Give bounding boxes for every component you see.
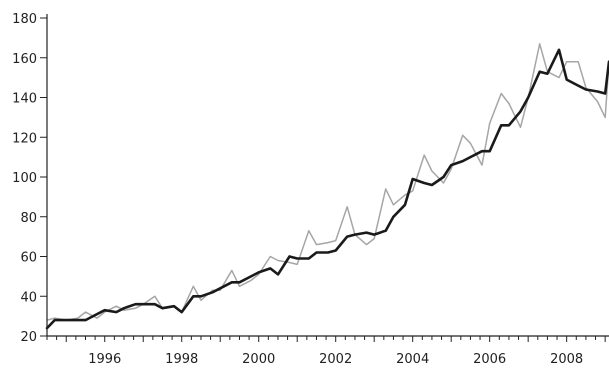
series-layer	[45, 43, 609, 330]
y-tick-label: 180	[12, 12, 37, 27]
x-axis-ticks: 1996 1998 2000 2002 2004 2006 2008	[46, 336, 606, 367]
y-tick-label: 120	[12, 131, 37, 146]
y-axis-ticks: 20 40 60 80 100 120 140 160 180	[12, 12, 47, 345]
x-tick-label: 2000	[242, 352, 275, 367]
series-line-1	[46, 43, 609, 321]
x-tick-label: 2004	[396, 352, 429, 367]
x-tick-label: 1996	[88, 352, 121, 367]
x-tick-label: 2006	[473, 352, 506, 367]
x-tick-label: 2002	[319, 352, 352, 367]
y-tick-label: 20	[20, 330, 37, 345]
y-tick-label: 160	[12, 52, 37, 67]
x-tick-label: 2008	[550, 352, 583, 367]
x-tick-label: 1998	[165, 352, 198, 367]
y-tick-label: 60	[20, 251, 37, 266]
y-tick-label: 100	[12, 171, 37, 186]
y-tick-label: 40	[20, 290, 37, 305]
y-tick-label: 140	[12, 92, 37, 107]
series-line-2	[45, 48, 609, 330]
y-tick-label: 80	[20, 211, 37, 226]
